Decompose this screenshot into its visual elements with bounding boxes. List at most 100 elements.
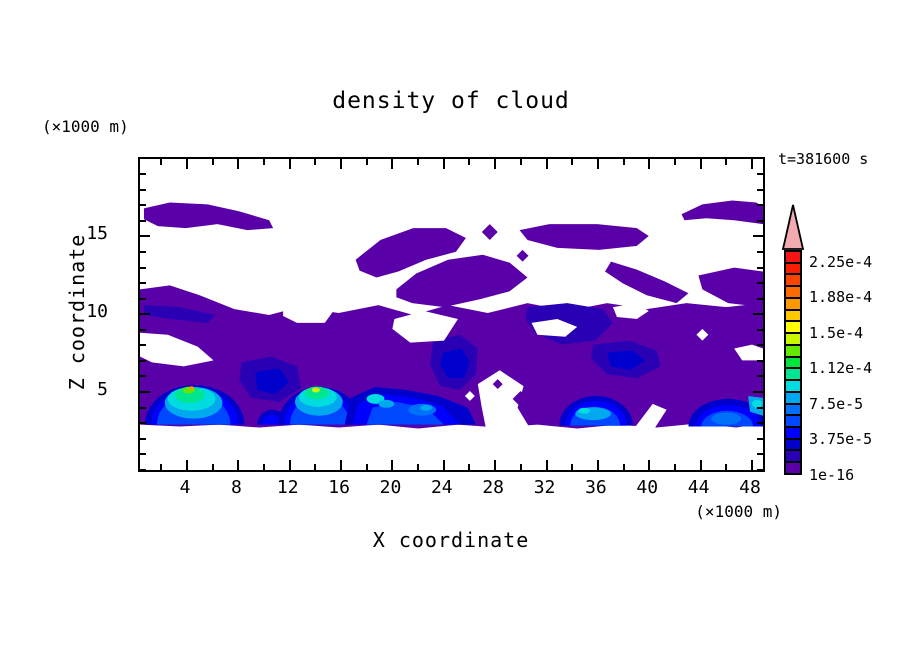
axis-tick: [757, 453, 763, 456]
colorbar-segment: [786, 308, 800, 321]
colorbar-segment: [786, 343, 800, 356]
x-tick-label: 32: [533, 477, 556, 498]
axis-tick: [757, 422, 763, 425]
axis-tick: [140, 468, 146, 471]
x-tick-label: 40: [636, 477, 659, 498]
axis-tick: [263, 464, 266, 470]
field-shape: [752, 399, 763, 408]
field-shape: [612, 303, 649, 319]
field-shape: [578, 407, 591, 414]
colorbar-segment: [786, 461, 800, 473]
axis-tick: [545, 159, 548, 169]
x-tick-label: 16: [328, 477, 350, 498]
axis-tick: [596, 460, 599, 470]
axis-tick: [186, 460, 188, 470]
x-tick-label: 8: [230, 477, 242, 498]
axis-tick: [314, 159, 317, 165]
field-shape: [605, 261, 689, 304]
colorbar-label: 1.88e-4: [809, 288, 873, 307]
axis-tick: [140, 344, 146, 347]
colorbar-label: 1e-16: [809, 466, 855, 484]
axis-tick: [757, 468, 763, 471]
colorbar-segment: [786, 273, 800, 286]
field-shape: [698, 267, 763, 308]
axis-tick: [140, 406, 146, 409]
axis-tick: [757, 297, 763, 300]
colorbar-overflow-arrow: [781, 204, 805, 250]
axis-tick: [417, 464, 420, 470]
axis-tick: [391, 159, 394, 169]
colorbar-segment: [786, 296, 800, 309]
axis-tick: [757, 266, 763, 269]
x-tick-label: 36: [585, 477, 607, 498]
axis-tick: [160, 464, 163, 470]
axis-tick: [757, 328, 763, 331]
axis-tick: [596, 159, 599, 169]
axis-tick: [494, 159, 497, 169]
x-tick-label: 48: [739, 477, 761, 498]
x-tick-label: 12: [276, 477, 299, 498]
axis-tick: [140, 235, 150, 238]
axis-tick: [699, 460, 702, 470]
axis-tick: [186, 159, 188, 169]
axis-tick: [160, 159, 163, 165]
axis-tick: [140, 328, 146, 331]
axis-tick: [365, 159, 368, 165]
axis-tick: [140, 359, 146, 362]
field-shape: [143, 305, 216, 323]
colorbar-segment: [786, 426, 800, 438]
field-shape: [516, 249, 529, 262]
axis-tick: [622, 159, 625, 165]
axis-tick: [211, 464, 214, 470]
field-shape: [492, 379, 503, 390]
axis-tick: [417, 159, 420, 165]
axis-tick: [494, 460, 497, 470]
axis-tick: [140, 375, 146, 378]
field-shape: [512, 391, 529, 407]
axis-tick: [757, 375, 763, 378]
field-shape: [255, 368, 290, 394]
field-shape: [477, 370, 530, 438]
axis-tick: [757, 344, 763, 347]
colorbar-segment: [786, 414, 800, 427]
axis-tick: [314, 464, 317, 470]
axis-tick: [725, 464, 728, 470]
axis-tick: [757, 188, 763, 191]
axis-tick: [757, 204, 763, 207]
axis-tick: [340, 159, 343, 169]
colorbar-label: 7.5e-5: [809, 394, 864, 413]
colorbar-segment: [786, 320, 800, 333]
axis-tick: [519, 159, 522, 165]
y-tick-label: 10: [86, 301, 108, 323]
axis-tick: [140, 282, 146, 285]
colorbar-label: 3.75e-5: [809, 430, 873, 449]
axis-tick: [288, 159, 291, 169]
axis-tick: [757, 219, 763, 222]
axis-tick: [365, 464, 368, 470]
axis-tick: [140, 391, 150, 393]
x-tick-label: 28: [482, 477, 505, 498]
colorbar-segment: [786, 252, 800, 262]
field-shape: [711, 412, 742, 425]
field-shape: [366, 393, 385, 404]
axis-tick: [545, 460, 548, 470]
y-axis-title: Z coordinate: [65, 233, 89, 391]
field-shape: [681, 200, 763, 225]
axis-tick: [673, 159, 676, 165]
colorbar-segment: [786, 379, 800, 391]
colorbar-segment: [786, 285, 800, 297]
field-shape: [519, 224, 649, 250]
field-shape: [464, 391, 475, 401]
field-shape: [440, 348, 470, 379]
axis-tick: [211, 159, 214, 165]
axis-tick: [750, 159, 753, 169]
axis-tick: [237, 460, 240, 470]
field-shape: [392, 311, 458, 343]
field-shape: [143, 202, 274, 231]
axis-tick: [519, 464, 522, 470]
field-shape: [734, 344, 763, 361]
axis-tick: [340, 460, 343, 470]
x-tick-label: 24: [430, 477, 453, 498]
axis-tick: [757, 437, 763, 440]
y-axis-unit-label: (×1000 m): [42, 117, 129, 136]
